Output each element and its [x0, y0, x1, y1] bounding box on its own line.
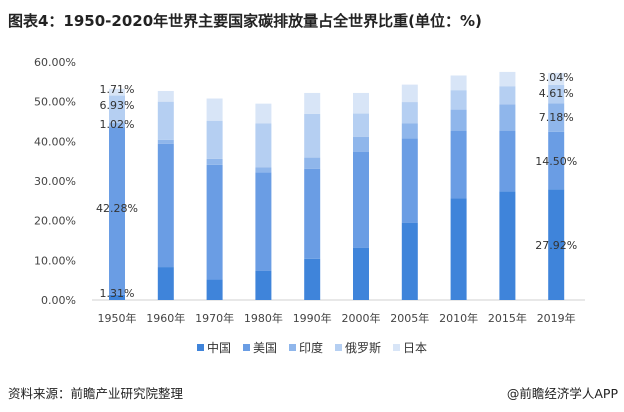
bar-segment-2010年-日本	[450, 75, 467, 91]
bar-segment-1960年-日本	[157, 90, 174, 102]
legend-swatch	[288, 344, 296, 351]
bar-segment-2019年-美国	[548, 131, 565, 190]
y-tick-label: 60.00%	[34, 56, 76, 69]
bar-segment-1990年-中国	[304, 258, 321, 300]
bar-segment-1990年-印度	[304, 157, 321, 169]
bar-segment-2000年-美国	[353, 151, 369, 248]
x-tick-label: 2000年	[342, 311, 381, 325]
bar-segment-2010年-俄罗斯	[450, 90, 467, 110]
bar-segment-1960年-中国	[157, 267, 174, 300]
bar-segment-1990年-美国	[304, 168, 321, 259]
bar-segment-2005年-美国	[401, 138, 418, 223]
bar-segment-2010年-印度	[450, 109, 467, 131]
brand-credit: @前瞻经济学人APP	[506, 386, 618, 401]
y-tick-label: 10.00%	[34, 254, 76, 267]
bar-segment-2010年-中国	[450, 198, 467, 300]
legend-label: 俄罗斯	[345, 341, 382, 355]
bar-segment-2005年-俄罗斯	[401, 102, 418, 124]
bar-segment-2019年-日本	[548, 72, 565, 85]
y-tick-label: 20.00%	[34, 215, 76, 228]
bar-segment-1990年-日本	[304, 92, 321, 114]
bar-segment-1950年-俄罗斯	[109, 95, 125, 124]
bar-segment-1980年-美国	[255, 172, 272, 271]
bar-segment-2000年-日本	[353, 92, 369, 114]
bar-segment-1950年-印度	[109, 123, 125, 128]
bar-segment-1960年-俄罗斯	[157, 101, 174, 140]
bar-segment-1960年-美国	[157, 143, 174, 268]
bar-segment-1970年-美国	[206, 164, 223, 280]
legend-swatch	[242, 344, 250, 351]
legend-swatch	[393, 344, 401, 351]
legend-item: 印度	[288, 339, 323, 356]
bar-segment-2005年-中国	[401, 222, 418, 300]
legend: 中国 美国 印度 俄罗斯 日本	[0, 339, 624, 356]
x-tick-label: 2019年	[537, 311, 576, 325]
bar-segment-2000年-印度	[353, 136, 369, 152]
bar-segment-1970年-中国	[206, 279, 223, 300]
x-tick-label: 1990年	[293, 311, 332, 325]
bar-segment-1980年-中国	[255, 270, 272, 300]
bar-segment-2015年-俄罗斯	[499, 86, 516, 105]
legend-item: 俄罗斯	[335, 339, 381, 356]
bar-segment-2005年-日本	[401, 84, 418, 103]
bar-segment-2000年-中国	[353, 247, 369, 300]
data-label: 14.50%	[535, 155, 577, 168]
bar-segment-1980年-日本	[255, 103, 272, 124]
legend-label: 中国	[206, 341, 231, 355]
x-tick-label: 2010年	[439, 311, 478, 325]
bar-segment-2019年-印度	[548, 103, 565, 132]
data-label: 27.92%	[535, 239, 577, 252]
bar-segment-1970年-俄罗斯	[206, 120, 223, 159]
legend-swatch	[196, 344, 204, 351]
bar-segment-2015年-印度	[499, 104, 516, 131]
bar-segment-1980年-俄罗斯	[255, 123, 272, 168]
y-tick-label: 30.00%	[34, 175, 76, 188]
legend-item: 日本	[393, 339, 427, 356]
bar-segment-1970年-印度	[206, 158, 223, 165]
data-label: 1.02%	[100, 118, 135, 131]
bar-segment-1970年-日本	[206, 98, 223, 121]
legend-label: 日本	[403, 341, 428, 355]
legend-item: 美国	[242, 339, 277, 356]
bar-segment-2019年-俄罗斯	[548, 84, 565, 104]
data-label: 3.04%	[539, 71, 574, 84]
data-label: 4.61%	[539, 87, 574, 100]
bar-segment-2015年-日本	[499, 71, 516, 87]
data-label: 6.93%	[100, 99, 135, 112]
y-tick-label: 40.00%	[34, 135, 76, 148]
legend-label: 美国	[252, 341, 277, 355]
x-tick-label: 1960年	[146, 311, 185, 325]
bar-segment-1950年-中国	[109, 294, 125, 300]
chart-title: 图表4：1950-2020年世界主要国家碳排放量占全世界比重(单位：%)	[8, 12, 482, 30]
bar-segment-2019年-中国	[548, 189, 565, 300]
data-label: 7.18%	[539, 111, 574, 124]
bar-segment-2005年-印度	[401, 123, 418, 139]
bar-segment-2015年-美国	[499, 130, 516, 192]
bar-segment-2015年-中国	[499, 191, 516, 300]
legend-swatch	[335, 344, 342, 351]
bar-segment-1960年-印度	[157, 139, 174, 144]
data-label: 42.28%	[96, 202, 138, 215]
bar-segment-2010年-美国	[450, 130, 467, 199]
bar-segment-1990年-俄罗斯	[304, 113, 321, 158]
bar-segment-1950年-美国	[109, 127, 125, 295]
x-tick-label: 1950年	[98, 311, 137, 325]
x-tick-label: 2005年	[390, 311, 429, 325]
data-label: 1.31%	[100, 287, 135, 300]
data-label: 1.71%	[100, 83, 135, 96]
y-tick-label: 0.00%	[41, 294, 76, 307]
x-tick-label: 1980年	[244, 311, 283, 325]
y-tick-label: 50.00%	[34, 96, 76, 109]
x-tick-label: 2015年	[488, 311, 527, 325]
legend-item: 中国	[196, 339, 231, 356]
bar-segment-1950年-日本	[109, 88, 125, 96]
bar-segment-2000年-俄罗斯	[353, 113, 369, 137]
legend-label: 印度	[298, 341, 323, 355]
x-tick-label: 1970年	[195, 311, 234, 325]
bar-segment-1980年-印度	[255, 167, 272, 173]
source-note: 资料来源：前瞻产业研究院整理	[8, 386, 184, 401]
